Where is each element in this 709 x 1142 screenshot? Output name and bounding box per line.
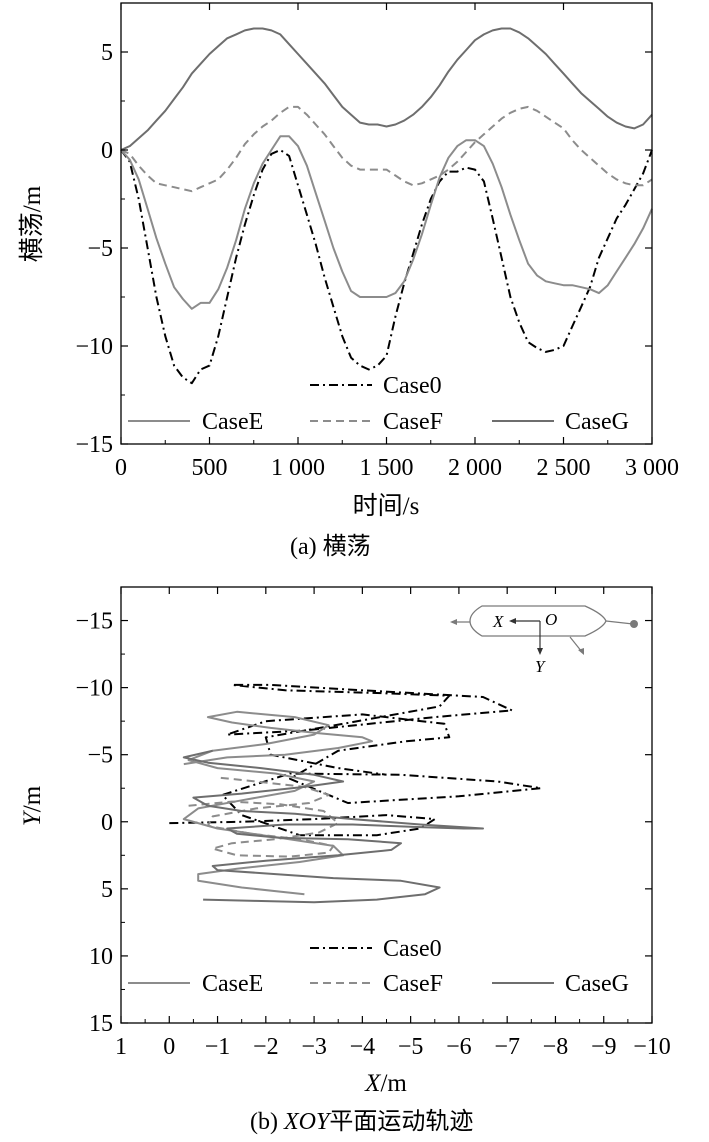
- panel-b-legend: Case0 CaseE CaseF CaseG: [128, 936, 629, 997]
- stern-arrowhead: [578, 648, 584, 655]
- panel-a-caption: (a) 横荡: [290, 533, 371, 560]
- panel-b-xtick-label: −9: [591, 1034, 617, 1060]
- panel-b-legend-casee: CaseE: [202, 971, 263, 997]
- panel-a-series-caseg: [120, 27, 653, 151]
- panel-b-xtick-label: −10: [633, 1034, 671, 1060]
- panel-a-xtick-label: 1 000: [271, 455, 325, 481]
- inset-x-arrowhead: [509, 618, 516, 624]
- panel-a-legend-case0: Case0: [383, 373, 442, 399]
- panel-b-xtick-label: −5: [398, 1034, 424, 1060]
- panel-b-xtick-label: −2: [253, 1034, 279, 1060]
- panel-a-ytick-label: −15: [75, 432, 113, 458]
- panel-a-xtick-label: 2 500: [537, 455, 591, 481]
- panel-b-ytick-label: −5: [87, 743, 113, 769]
- panel-a-ytick-label: 5: [101, 40, 113, 66]
- panel-a-xtick-label: 2 000: [448, 455, 502, 481]
- panel-b-xtick-label: −6: [446, 1034, 472, 1060]
- panel-a-ylabel: 横荡/m: [18, 185, 46, 262]
- vessel-inset-diagram: X O Y: [450, 605, 638, 676]
- panel-a-legend-caseg: CaseG: [565, 409, 629, 435]
- panel-b-xtick-label: −1: [205, 1034, 231, 1060]
- panel-a-ytick-label: −10: [75, 334, 113, 360]
- mooring-line: [605, 620, 634, 625]
- panel-a-legend-casef: CaseF: [383, 409, 443, 435]
- panel-a-legend: Case0 CaseE CaseF CaseG: [128, 373, 629, 435]
- panel-b-ytick-label: 0: [101, 810, 113, 836]
- panel-b-legend-casef: CaseF: [383, 971, 443, 997]
- panel-b-ytick-label: −15: [75, 609, 113, 635]
- inset-origin-label: O: [545, 610, 557, 629]
- vessel-hull-shape: [469, 605, 607, 637]
- panel-a-series-case0: [120, 149, 653, 385]
- panel-b-series-casee: [182, 710, 373, 896]
- panel-b-xtick-label: −4: [350, 1034, 376, 1060]
- panel-a-xtick-label: 1 500: [360, 455, 414, 481]
- panel-b-ylabel: Y/m: [19, 785, 46, 826]
- panel-b-xtick-label: −8: [543, 1034, 569, 1060]
- inset-y-label: Y: [535, 657, 546, 676]
- mooring-point-icon: [630, 620, 638, 628]
- panel-a-series-casee: [120, 135, 653, 310]
- panel-b-xtick-label: −7: [494, 1034, 520, 1060]
- panel-b-series-case0: [169, 683, 542, 837]
- panel-a-series-casef: [120, 105, 653, 193]
- panel-a-xtick-label: 0: [115, 455, 127, 481]
- panel-b-ytick-label: 15: [89, 1011, 113, 1037]
- panel-a-xtick-label: 3 000: [625, 455, 679, 481]
- inset-x-label: X: [492, 612, 504, 631]
- panel-b-legend-case0: Case0: [383, 936, 442, 962]
- panel-a-ytick-label: −5: [87, 236, 113, 262]
- panel-a-legend-casee: CaseE: [202, 409, 263, 435]
- panel-b-caption: (b) XOY平面运动轨迹: [250, 1108, 473, 1135]
- panel-b-xtick-label: 0: [163, 1034, 175, 1060]
- panel-a-xlabel: 时间/s: [353, 492, 420, 520]
- panel-b-series-group: [169, 683, 542, 904]
- panel-b-legend-caseg: CaseG: [565, 971, 629, 997]
- panel-b-ytick-label: 5: [101, 877, 113, 903]
- panel-a-ytick-label: 0: [101, 138, 113, 164]
- panel-a-xtick-label: 500: [192, 455, 228, 481]
- panel-b-ytick-label: −10: [75, 676, 113, 702]
- panel-a-series-group: [120, 27, 653, 385]
- inset-y-arrowhead: [537, 648, 543, 655]
- panel-b-xtick-label: 1: [115, 1034, 127, 1060]
- panel-b-series-casef: [188, 776, 340, 858]
- panel-b-xlabel: X/m: [364, 1070, 407, 1097]
- panel-b-series-caseg: [182, 749, 484, 904]
- panel-b-xtick-label: −3: [301, 1034, 327, 1060]
- panel-a-timeseries: 0 500 1 000 1 500 2 000 2 500 3 00050−5−10−15 …: [18, 2, 679, 560]
- vessel-bow-arrowhead: [450, 619, 457, 625]
- panel-b-ytick-label: 10: [89, 944, 113, 970]
- panel-a-ticks: 0 500 1 000 1 500 2 000 2 500 3 000 5 0 −5 −10 −15: [75, 3, 679, 481]
